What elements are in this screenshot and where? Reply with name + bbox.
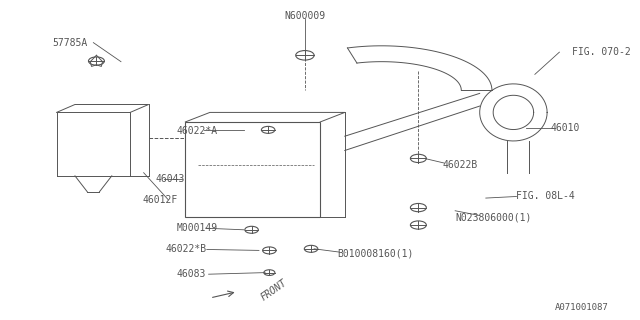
Text: 46022*A: 46022*A xyxy=(176,126,217,136)
Text: 46022B: 46022B xyxy=(443,160,478,170)
Text: B010008160(1): B010008160(1) xyxy=(337,249,414,259)
Text: FIG. 070-2: FIG. 070-2 xyxy=(572,47,630,57)
Text: 57785A: 57785A xyxy=(52,38,88,48)
Text: M000149: M000149 xyxy=(176,223,217,233)
Text: N023806000(1): N023806000(1) xyxy=(455,212,532,222)
Text: FIG. 08L-4: FIG. 08L-4 xyxy=(516,191,575,202)
Text: A071001087: A071001087 xyxy=(555,303,609,312)
Text: 46022*B: 46022*B xyxy=(166,244,207,254)
Text: 46043: 46043 xyxy=(156,174,186,184)
Text: 46010: 46010 xyxy=(550,123,580,133)
Text: 46083: 46083 xyxy=(176,269,205,279)
Text: FRONT: FRONT xyxy=(259,277,289,303)
Text: 46012F: 46012F xyxy=(143,195,178,205)
Text: N600009: N600009 xyxy=(284,11,326,21)
